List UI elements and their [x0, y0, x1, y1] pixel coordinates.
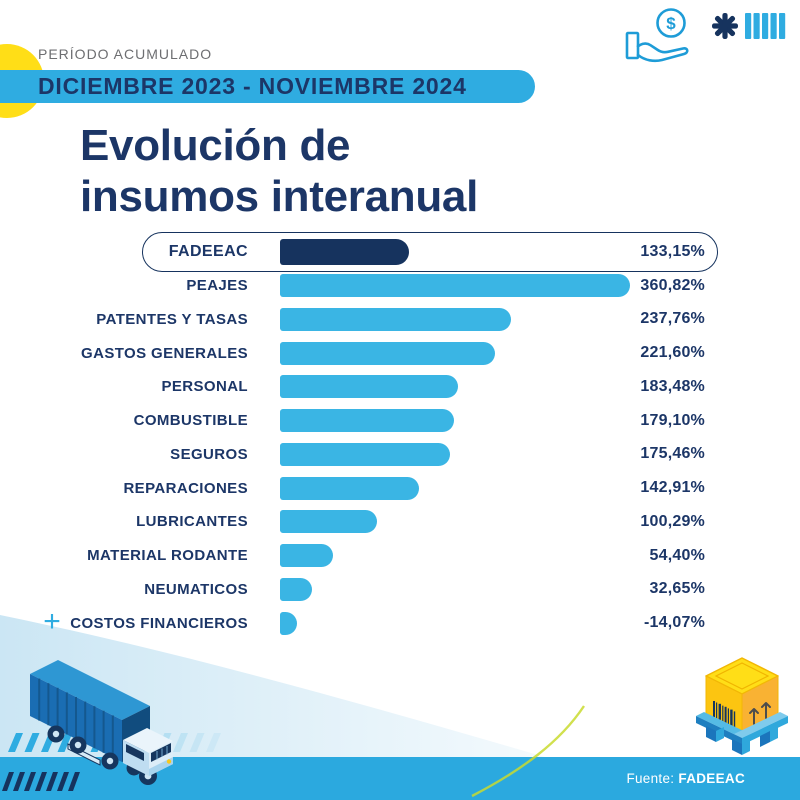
- green-arc: [471, 705, 585, 798]
- bar-cell: [248, 238, 630, 265]
- asterisk-icon: [712, 13, 738, 39]
- value-label: 360,82%: [640, 276, 705, 294]
- category-label: GASTOS GENERALES: [81, 344, 248, 362]
- title-line2: insumos interanual: [80, 172, 479, 222]
- value-label: 54,40%: [649, 546, 705, 564]
- value-bar: [280, 307, 511, 331]
- title-word-rest: de: [287, 121, 351, 170]
- value-label: 32,65%: [649, 580, 705, 598]
- value-label: 133,15%: [640, 242, 705, 260]
- category-label-cell: NEUMATICOS: [0, 581, 248, 598]
- category-label: COMBUSTIBLE: [133, 412, 248, 430]
- bar-cell: [248, 510, 630, 534]
- chart-row: GASTOS GENERALES 221,60%: [0, 336, 800, 370]
- value-label: 179,10%: [640, 411, 705, 429]
- category-label: PATENTES Y TASAS: [96, 310, 248, 328]
- category-label: LUBRICANTES: [136, 513, 248, 531]
- category-label: MATERIAL RODANTE: [87, 547, 248, 565]
- category-label-cell: REPARACIONES: [0, 480, 248, 497]
- title-word-bold: Evolución: [80, 121, 288, 170]
- chart-row: PEAJES 360,82%: [0, 269, 800, 303]
- bar-cell: [248, 307, 630, 331]
- bar-rows: FADEEAC 133,15% PEAJES 360,82% PATENTES Y TA…: [0, 231, 800, 640]
- category-label-cell: FADEEAC: [0, 243, 248, 261]
- chart-row: COMBUSTIBLE 179,10%: [0, 404, 800, 438]
- bar-cell: [248, 409, 630, 433]
- value-bar: [280, 238, 410, 265]
- bar-chart: FADEEAC 133,15% PEAJES 360,82% PATENTES Y TA…: [0, 231, 800, 640]
- chart-row: PERSONAL 183,48%: [0, 370, 800, 404]
- category-label: FADEEAC: [168, 242, 248, 260]
- category-label: NEUMATICOS: [144, 580, 248, 598]
- value-bar: [280, 409, 454, 433]
- band-stripes-navy: [2, 772, 80, 791]
- value-label: 221,60%: [640, 344, 705, 362]
- category-label-cell: PERSONAL: [0, 378, 248, 395]
- value-bar: [280, 611, 297, 635]
- category-label-cell: COMBUSTIBLE: [0, 412, 248, 429]
- tally-bars-icon: [745, 13, 786, 39]
- category-label: SEGUROS: [170, 445, 248, 463]
- value-label: 237,76%: [640, 310, 705, 328]
- bar-cell: [248, 442, 630, 466]
- bar-cell: [248, 611, 630, 635]
- value-bar: [280, 510, 378, 534]
- bar-cell: [248, 544, 630, 568]
- value-label: 142,91%: [640, 479, 705, 497]
- value-bar: [280, 577, 312, 601]
- value-bar: [280, 341, 495, 365]
- value-label: 183,48%: [640, 377, 705, 395]
- chart-row: PATENTES Y TASAS 237,76%: [0, 303, 800, 337]
- bar-cell: [248, 476, 630, 500]
- source-text: Fuente: FADEEAC: [626, 771, 745, 786]
- bar-cell: [248, 577, 630, 601]
- chart-row: MATERIAL RODANTE 54,40%: [0, 539, 800, 573]
- source-value: FADEEAC: [678, 771, 745, 786]
- period-label: PERÍODO ACUMULADO: [38, 46, 213, 62]
- chart-row: LUBRICANTES 100,29%: [0, 505, 800, 539]
- chart-row: REPARACIONES 142,91%: [0, 471, 800, 505]
- value-bar: [280, 274, 630, 298]
- category-label: COSTOS FINANCIEROS: [70, 614, 248, 632]
- header-icons: $: [625, 8, 786, 63]
- period-band: DICIEMBRE 2023 - NOVIEMBRE 2024: [0, 70, 535, 103]
- category-label: PEAJES: [186, 277, 248, 295]
- hand-coin-icon: $: [625, 8, 689, 63]
- chart-row: NEUMATICOS 32,65%: [0, 573, 800, 607]
- category-label-cell: SEGUROS: [0, 446, 248, 463]
- value-bar: [280, 375, 458, 399]
- page-title: Evolución de insumos interanual: [80, 120, 478, 223]
- value-bar: [280, 476, 419, 500]
- category-label: REPARACIONES: [123, 479, 248, 497]
- bar-cell: [248, 274, 630, 298]
- category-label-cell: GASTOS GENERALES: [0, 345, 248, 362]
- bar-cell: [248, 341, 630, 365]
- bar-cell: [248, 375, 630, 399]
- value-label: 175,46%: [640, 445, 705, 463]
- category-label-cell: PEAJES: [0, 277, 248, 294]
- category-label: PERSONAL: [161, 378, 248, 396]
- category-label-cell: LUBRICANTES: [0, 513, 248, 530]
- value-label: 100,29%: [640, 512, 705, 530]
- chart-row: FADEEAC 133,15%: [0, 231, 800, 273]
- value-bar: [280, 544, 333, 568]
- value-bar: [280, 442, 451, 466]
- category-label-cell: PATENTES Y TASAS: [0, 311, 248, 328]
- source-label: Fuente:: [626, 771, 675, 786]
- crate-illustration: [696, 657, 788, 755]
- truck-illustration: [30, 660, 173, 785]
- period-value: DICIEMBRE 2023 - NOVIEMBRE 2024: [38, 73, 467, 99]
- chart-row: SEGUROS 175,46%: [0, 438, 800, 472]
- value-label: -14,07%: [644, 614, 705, 632]
- chart-row: + COSTOS FINANCIEROS -14,07%: [0, 606, 800, 640]
- category-label-cell: MATERIAL RODANTE: [0, 547, 248, 564]
- category-label-cell: + COSTOS FINANCIEROS: [43, 605, 248, 639]
- svg-text:$: $: [666, 14, 676, 33]
